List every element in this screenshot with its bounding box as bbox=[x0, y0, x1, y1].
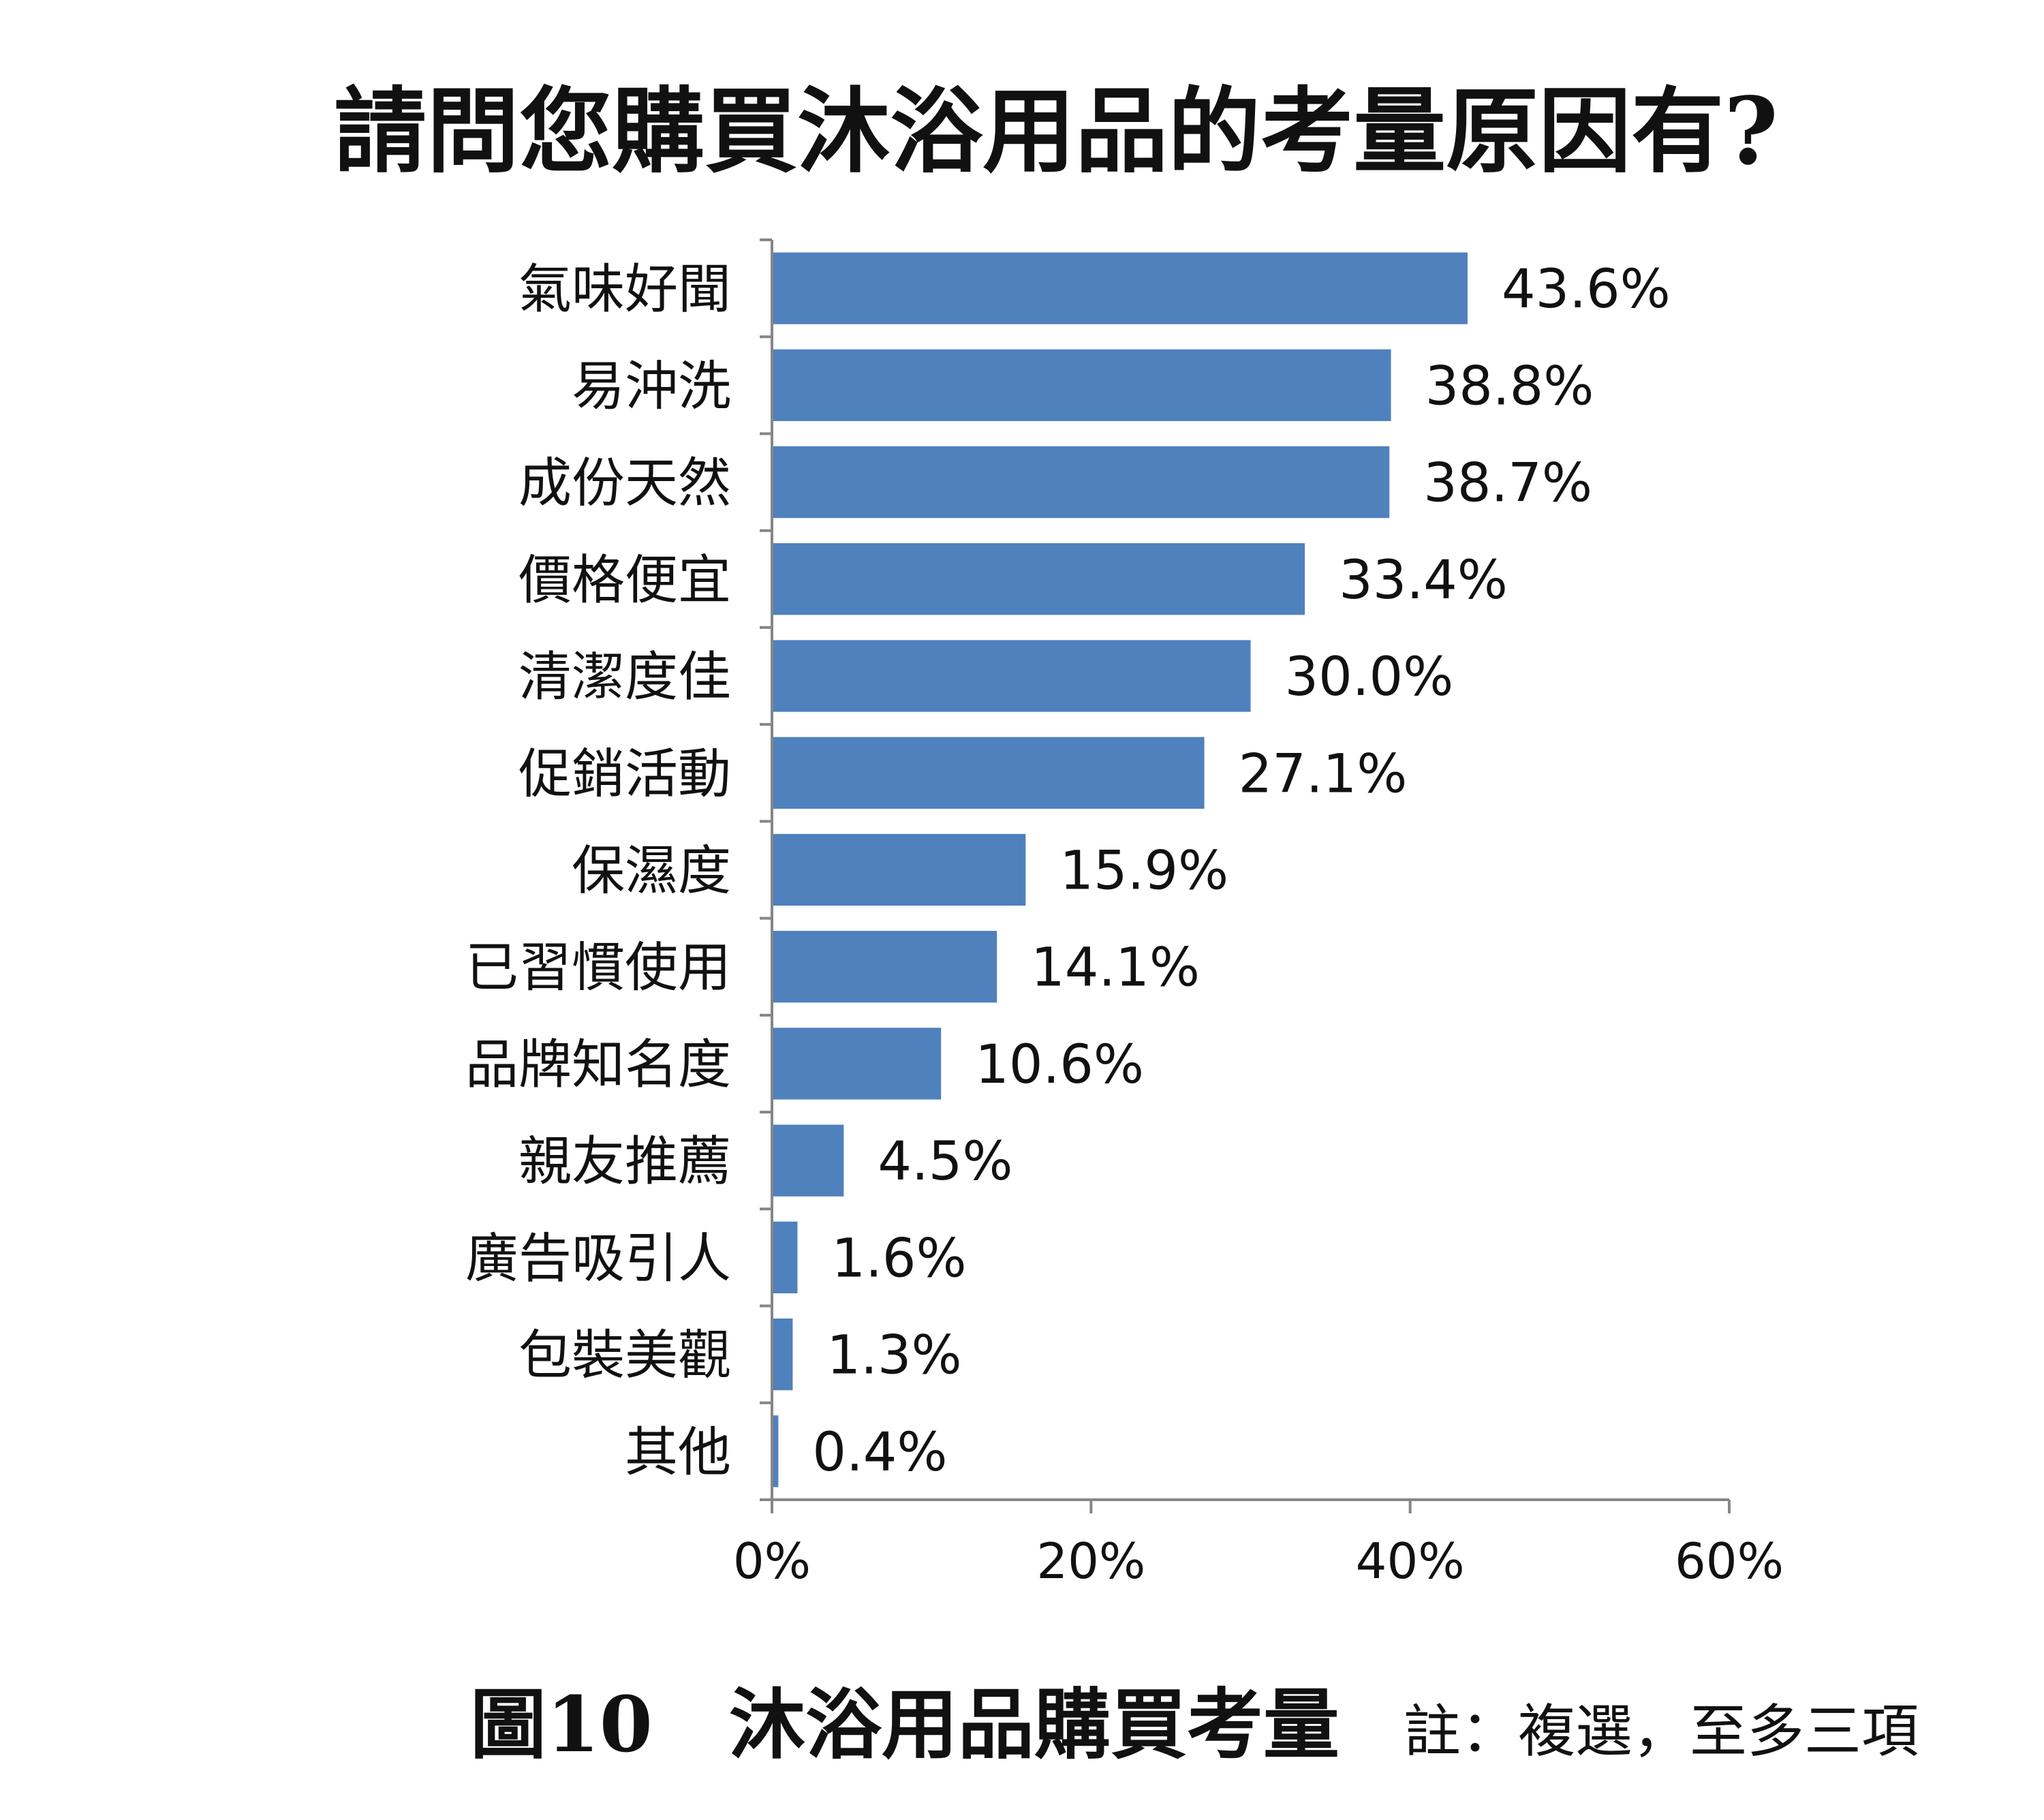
category-label: 氣味好聞 bbox=[518, 259, 731, 320]
data-label: 15.9% bbox=[1059, 841, 1228, 902]
category-label: 包裝美觀 bbox=[518, 1325, 731, 1387]
data-label: 30.0% bbox=[1285, 647, 1454, 708]
category-label: 廣告吸引人 bbox=[465, 1228, 731, 1289]
category-label: 保濕度 bbox=[572, 841, 731, 902]
bar bbox=[773, 252, 1468, 324]
data-label: 4.5% bbox=[878, 1131, 1012, 1192]
data-label: 0.4% bbox=[812, 1422, 947, 1483]
bar bbox=[773, 833, 1026, 906]
category-label: 價格便宜 bbox=[518, 550, 731, 611]
data-label: 33.4% bbox=[1339, 550, 1508, 611]
bar bbox=[773, 446, 1390, 519]
category-label: 親友推薦 bbox=[518, 1131, 731, 1192]
figure-note: 註：複選，至多三項 bbox=[1404, 1698, 1919, 1765]
bar bbox=[773, 640, 1251, 712]
x-tick-label: 0% bbox=[733, 1532, 811, 1590]
x-tick-label: 40% bbox=[1356, 1532, 1465, 1590]
category-label: 其他 bbox=[625, 1422, 731, 1483]
data-label: 14.1% bbox=[1031, 938, 1200, 999]
data-label: 38.7% bbox=[1423, 453, 1592, 514]
bar bbox=[773, 737, 1205, 809]
category-label: 品牌知名度 bbox=[465, 1034, 731, 1096]
data-label: 27.1% bbox=[1239, 743, 1408, 805]
category-label: 易沖洗 bbox=[572, 356, 731, 417]
category-label: 清潔度佳 bbox=[518, 647, 731, 708]
bar bbox=[773, 1318, 793, 1391]
bar bbox=[773, 1124, 844, 1197]
plot-area: 氣味好聞 43.6% 易沖洗 38.8% 成份天然 38.7% 價格便宜 33.4% 清潔度佳 3… bbox=[465, 238, 1784, 1590]
category-label: 促銷活動 bbox=[518, 743, 731, 805]
figure-caption: 圖10 沐浴用品購買考量 bbox=[470, 1680, 1340, 1770]
data-label: 1.3% bbox=[826, 1325, 961, 1387]
bar bbox=[773, 349, 1391, 421]
x-tick-label: 60% bbox=[1675, 1532, 1784, 1590]
data-label: 1.6% bbox=[831, 1228, 966, 1289]
data-label: 10.6% bbox=[975, 1034, 1144, 1096]
x-tick-label: 20% bbox=[1036, 1532, 1145, 1590]
chart-title: 請問您購買沐浴用品的考量原因有? bbox=[334, 77, 1778, 186]
bar bbox=[773, 931, 997, 1003]
bar bbox=[773, 1028, 942, 1100]
category-label: 成份天然 bbox=[518, 453, 731, 514]
data-label: 38.8% bbox=[1425, 356, 1594, 417]
category-label: 已習慣使用 bbox=[465, 938, 731, 999]
bar bbox=[773, 543, 1305, 615]
bar bbox=[773, 1415, 779, 1487]
data-label: 43.6% bbox=[1502, 259, 1671, 320]
bar bbox=[773, 1221, 798, 1294]
